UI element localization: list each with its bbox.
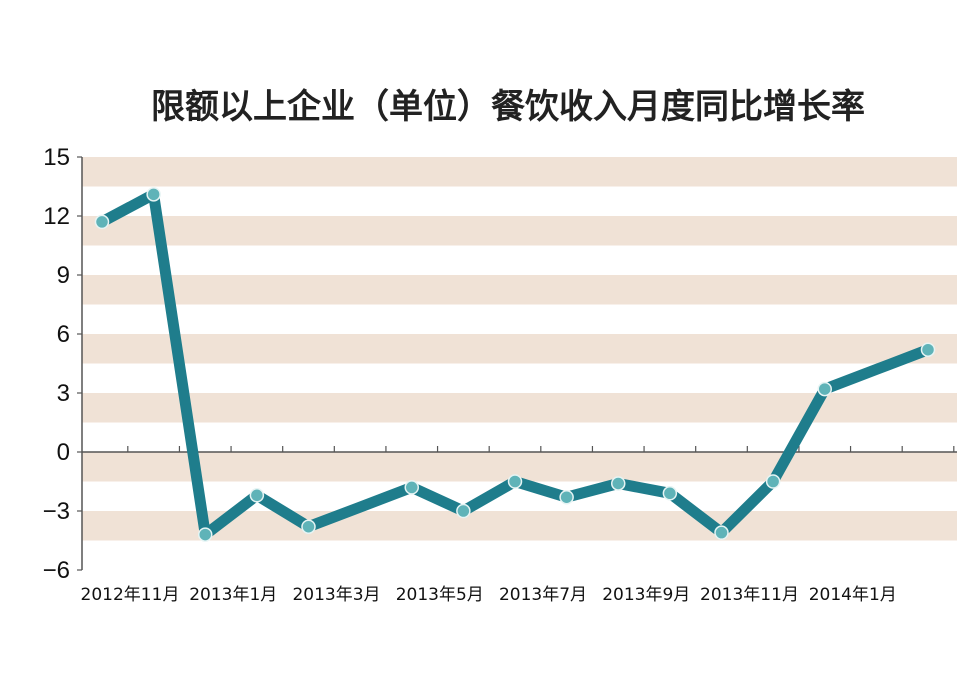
data-points	[94, 187, 936, 542]
x-tick-label: 2013年3月	[292, 585, 380, 605]
x-tick-label: 2013年11月	[700, 585, 799, 605]
x-tick-label: 2012年11月	[81, 585, 180, 605]
data-point	[662, 486, 678, 501]
data-point	[507, 474, 523, 489]
data-point	[198, 527, 213, 542]
grid-band	[82, 216, 957, 246]
y-tick-label: 3	[57, 380, 70, 407]
data-point	[404, 480, 419, 495]
y-tick-label: 9	[57, 262, 70, 289]
axes	[77, 156, 957, 571]
data-point	[456, 503, 471, 519]
grid-bands	[82, 157, 957, 541]
y-tick-label: −3	[43, 498, 70, 525]
y-tick-label: 15	[43, 144, 70, 171]
y-tick-label: 0	[57, 439, 70, 466]
x-tick-label: 2014年1月	[809, 585, 897, 605]
data-point	[817, 381, 832, 397]
y-tick-labels: 15 12 9 6 3 0 −3 −6	[43, 144, 70, 584]
y-tick-label: 6	[57, 321, 70, 348]
data-point	[301, 519, 316, 534]
data-point	[249, 488, 265, 503]
grid-band	[82, 334, 957, 364]
data-point	[146, 187, 161, 202]
y-tick-label: 12	[43, 203, 70, 230]
x-tick-label: 2013年7月	[499, 585, 587, 605]
data-point	[765, 474, 781, 489]
data-point	[611, 476, 626, 491]
data-point	[714, 525, 729, 540]
x-tick-label: 2013年1月	[189, 585, 277, 605]
data-point	[559, 489, 574, 505]
grid-band	[82, 275, 957, 305]
data-point	[94, 214, 110, 230]
x-tick-label: 2013年5月	[396, 585, 484, 605]
chart-title: 限额以上企业（单位）餐饮收入月度同比增长率	[151, 87, 865, 127]
x-tick-label: 2013年9月	[602, 585, 690, 605]
x-tick-labels: 2012年11月 2013年1月 2013年3月 2013年5月 2013年7月 2013…	[81, 585, 897, 605]
grid-band	[82, 157, 957, 187]
data-point	[920, 342, 936, 357]
y-tick-label: −6	[43, 557, 70, 584]
